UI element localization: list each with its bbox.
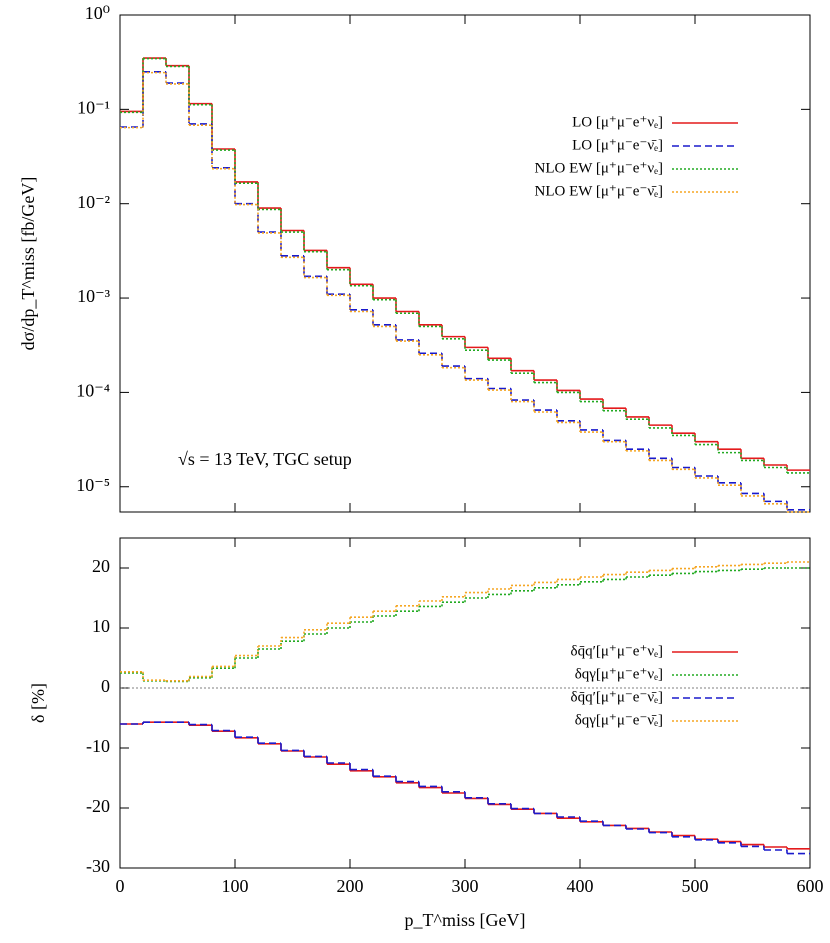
y-tick-label: -30 xyxy=(86,856,110,876)
y-tick-label: 20 xyxy=(92,556,110,576)
x-tick-label: 100 xyxy=(222,876,249,896)
legend-label: LO [μ⁺μ⁻e⁻ν̄ₑ] xyxy=(572,137,663,153)
y-tick-label: 10 xyxy=(92,616,110,636)
y-tick-label: 10⁻⁵ xyxy=(76,475,110,495)
legend-label: LO [μ⁺μ⁻e⁺νₑ] xyxy=(572,114,663,130)
y-tick-label: 0 xyxy=(101,676,110,696)
legend-label: NLO EW [μ⁺μ⁻e⁺νₑ] xyxy=(535,160,664,176)
x-tick-label: 200 xyxy=(337,876,364,896)
x-tick-label: 400 xyxy=(567,876,594,896)
legend-label: NLO EW [μ⁺μ⁻e⁻ν̄ₑ] xyxy=(535,183,664,199)
y-tick-label: 10⁻¹ xyxy=(77,97,110,117)
y-tick-label: 10⁰ xyxy=(85,3,110,23)
legend-label: δqγ[μ⁺μ⁻e⁻ν̄ₑ] xyxy=(575,712,663,728)
y-axis-label: dσ/dp_T^miss [fb/GeV] xyxy=(18,177,38,351)
legend-label: δq̄q′[μ⁺μ⁻e⁺νₑ] xyxy=(571,643,663,659)
y-tick-label: 10⁻⁴ xyxy=(76,381,110,401)
x-axis-label: p_T^miss [GeV] xyxy=(405,910,526,930)
y-tick-label: 10⁻² xyxy=(77,192,110,212)
x-tick-label: 600 xyxy=(797,876,824,896)
legend-label: δqγ[μ⁺μ⁻e⁺νₑ] xyxy=(575,666,663,682)
x-tick-label: 500 xyxy=(682,876,709,896)
plot-frame xyxy=(119,537,811,869)
legend-label: δq̄q′[μ⁺μ⁻e⁻ν̄ₑ] xyxy=(571,689,663,705)
y-tick-label: 10⁻³ xyxy=(77,286,111,306)
y-tick-label: -20 xyxy=(86,796,110,816)
annotation: √s = 13 TeV, TGC setup xyxy=(178,449,352,469)
y-tick-label: -10 xyxy=(86,736,110,756)
plot-frame xyxy=(119,14,811,513)
x-tick-label: 0 xyxy=(116,876,125,896)
x-tick-label: 300 xyxy=(452,876,479,896)
y-axis-label: δ [%] xyxy=(28,683,48,723)
